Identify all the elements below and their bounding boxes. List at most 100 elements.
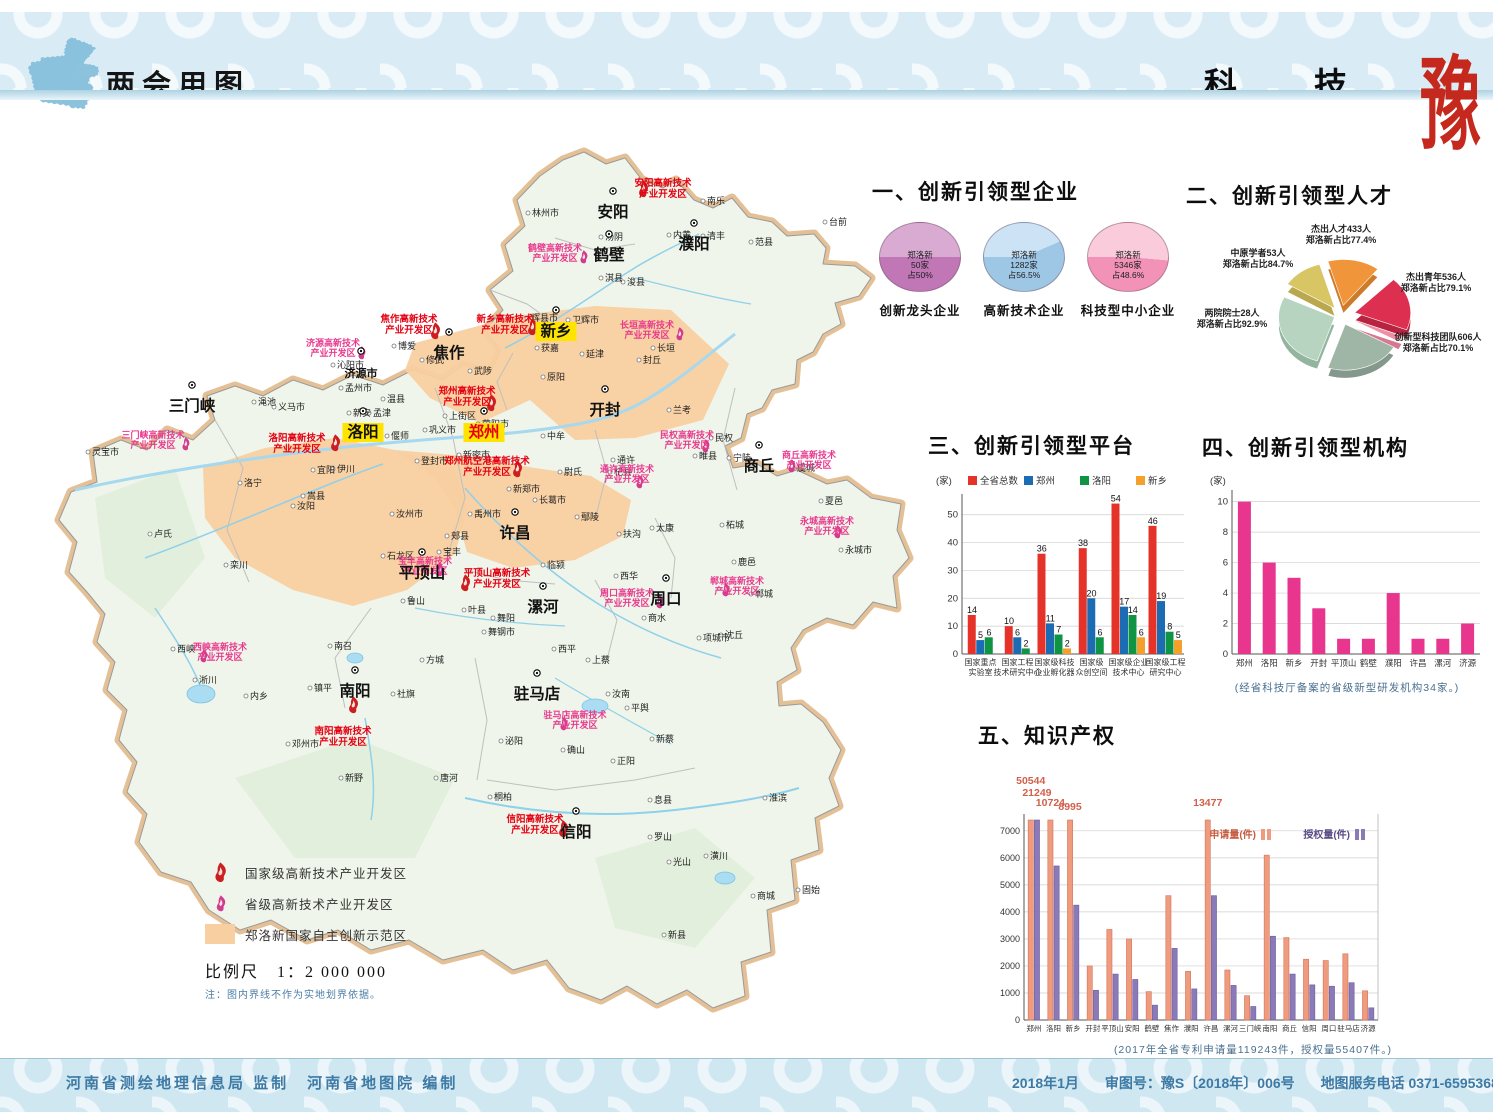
svg-text:镇平: 镇平 — [314, 682, 332, 693]
svg-text:商城: 商城 — [757, 890, 775, 901]
svg-text:西华: 西华 — [620, 570, 638, 581]
svg-text:济源: 济源 — [1361, 1023, 1377, 1033]
svg-text:鹤壁: 鹤壁 — [1360, 658, 1378, 668]
svg-text:汝州市: 汝州市 — [396, 508, 423, 519]
svg-text:舞阳: 舞阳 — [497, 613, 515, 623]
svg-text:产业开发区: 产业开发区 — [473, 578, 521, 590]
enterprise-pies: 郑洛新 50家 占50% 创新龙头企业 郑洛新 1282家 占56.5% 高新技术企业 郑洛新 5… — [872, 222, 1178, 319]
map-note: 注：图内界线不作为实地划界依据。 — [205, 990, 381, 1001]
svg-text:国家级科技: 国家级科技 — [1035, 657, 1075, 667]
footer-approval: 审图号：豫S〔2018年〕006号 — [1104, 1075, 1295, 1091]
svg-text:(家): (家) — [936, 475, 952, 487]
svg-text:泌阳: 泌阳 — [505, 735, 523, 746]
svg-text:原阳: 原阳 — [547, 372, 565, 382]
henan-silhouette-icon — [28, 37, 100, 110]
map-scale: 比例尺 1：2 000 000 — [205, 964, 388, 981]
svg-text:南召: 南召 — [334, 640, 352, 651]
svg-text:技术中心: 技术中心 — [1113, 667, 1145, 677]
provincial-zone-flame-icon — [205, 895, 235, 912]
svg-text:平顶山高新技术: 平顶山高新技术 — [464, 567, 531, 579]
svg-text:开封: 开封 — [1085, 1023, 1100, 1033]
svg-text:唐河: 唐河 — [440, 772, 458, 783]
svg-text:驻马店高新技术: 驻马店高新技术 — [543, 709, 606, 720]
svg-text:平顶山: 平顶山 — [1331, 658, 1357, 668]
svg-text:获嘉: 获嘉 — [541, 342, 559, 353]
svg-text:南阳: 南阳 — [1262, 1023, 1277, 1033]
svg-text:0: 0 — [953, 649, 958, 660]
svg-text:郑洛新占比92.9%: 郑洛新占比92.9% — [1197, 318, 1268, 329]
svg-text:宝丰: 宝丰 — [443, 546, 461, 557]
svg-text:新密市: 新密市 — [463, 449, 490, 460]
henan-map: 林州市 汤阴 内黄 清丰 南乐 范县 台前 浚县 淇县 卫辉市 辉县市 获嘉 原阳 延津 封丘 长垣 兰考 民权宁… — [35, 138, 920, 1040]
svg-text:0: 0 — [1223, 649, 1228, 660]
national-zone-flame-icon — [205, 862, 235, 883]
svg-text:清丰: 清丰 — [707, 230, 725, 241]
svg-text:全省总数: 全省总数 — [980, 475, 1019, 487]
svg-text:20: 20 — [947, 593, 958, 604]
svg-text:武陟: 武陟 — [474, 365, 492, 376]
svg-text:技术研究中心: 技术研究中心 — [994, 667, 1042, 677]
demo-zone-swatch — [205, 924, 235, 944]
svg-text:商丘: 商丘 — [743, 456, 775, 475]
enterprise-pie: 郑洛新 1282家 占56.5% 高新技术企业 — [976, 222, 1072, 319]
svg-text:焦作高新技术: 焦作高新技术 — [379, 313, 438, 325]
svg-text:项城市: 项城市 — [703, 632, 730, 643]
svg-text:新蔡: 新蔡 — [656, 733, 674, 744]
svg-text:固始: 固始 — [802, 884, 820, 895]
svg-text:淅川: 淅川 — [199, 674, 217, 685]
legend-national-zone: 国家级高新技术产业开发区 — [205, 862, 485, 883]
svg-text:舞钢市: 舞钢市 — [488, 626, 515, 637]
svg-text:郑洛新占比84.7%: 郑洛新占比84.7% — [1223, 258, 1294, 269]
svg-text:鹿邑: 鹿邑 — [738, 556, 756, 567]
svg-text:长垣: 长垣 — [657, 342, 675, 353]
svg-text:登封市: 登封市 — [421, 455, 448, 466]
svg-text:渑池: 渑池 — [258, 396, 276, 407]
yu-seal-stamp: 豫 — [1420, 45, 1481, 165]
svg-text:济源市: 济源市 — [345, 366, 378, 380]
svg-text:林州市: 林州市 — [532, 207, 559, 218]
svg-text:叶县: 叶县 — [468, 605, 486, 615]
svg-text:洛阳: 洛阳 — [347, 422, 378, 441]
map-legend: 国家级高新技术产业开发区 省级高新技术产业开发区 郑洛新国家自主创新示范区 比例… — [205, 862, 485, 1001]
legend-provincial-zone: 省级高新技术产业开发区 — [205, 894, 485, 913]
svg-text:汤阴: 汤阴 — [605, 232, 623, 242]
svg-text:洛宁: 洛宁 — [244, 477, 262, 488]
svg-text:长葛市: 长葛市 — [539, 494, 566, 505]
svg-text:产业开发区: 产业开发区 — [481, 324, 529, 336]
svg-text:济源: 济源 — [1459, 658, 1477, 668]
footer-banner: 河南省测绘地理信息局 监制 河南省地图院 编制 2018年1月 审图号：豫S〔2… — [0, 1058, 1493, 1112]
svg-text:石龙区: 石龙区 — [387, 550, 414, 561]
svg-text:济源高新技术: 济源高新技术 — [306, 337, 360, 348]
svg-text:0: 0 — [1015, 1015, 1020, 1025]
svg-text:国家级工程: 国家级工程 — [1146, 657, 1186, 667]
svg-text:平舆: 平舆 — [631, 702, 649, 713]
svg-text:郑州: 郑州 — [1036, 475, 1055, 487]
svg-text:确山: 确山 — [567, 744, 585, 755]
svg-text:36: 36 — [1037, 544, 1047, 554]
svg-text:产业开发区: 产业开发区 — [624, 329, 669, 340]
svg-text:产业开发区: 产业开发区 — [804, 525, 849, 536]
svg-text:安阳: 安阳 — [597, 202, 628, 221]
svg-text:正阳: 正阳 — [617, 756, 635, 766]
svg-text:2: 2 — [1223, 619, 1228, 630]
svg-text:郸城高新技术: 郸城高新技术 — [710, 575, 764, 586]
ip-note: (2017年全省专利申请量119243件，授权量55407件。) — [1113, 1044, 1392, 1056]
svg-text:西峡: 西峡 — [177, 643, 195, 654]
svg-text:长垣高新技术: 长垣高新技术 — [620, 319, 674, 330]
svg-text:10724: 10724 — [1036, 797, 1065, 809]
svg-text:太康: 太康 — [656, 522, 674, 533]
svg-text:焦作: 焦作 — [1164, 1023, 1180, 1033]
svg-text:国家级企业: 国家级企业 — [1109, 657, 1149, 667]
svg-text:两院院士28人: 两院院士28人 — [1204, 307, 1260, 318]
svg-text:产业开发区: 产业开发区 — [532, 252, 577, 263]
panel-institutions: 四、创新引领型机构 (家) 0 2 4 6 8 10 郑州 洛阳 新乡 开封 平顶山 鹤壁 濮阳 许昌 漯河济… — [1202, 432, 1492, 695]
svg-text:产业开发区: 产业开发区 — [319, 736, 367, 748]
svg-text:上街区: 上街区 — [449, 410, 476, 421]
svg-text:周口: 周口 — [650, 590, 681, 608]
svg-text:6: 6 — [986, 627, 991, 637]
legend-provincial-label: 省级高新技术产业开发区 — [245, 898, 394, 912]
svg-text:新县: 新县 — [668, 929, 686, 940]
footer-credits: 河南省测绘地理信息局 监制 河南省地图院 编制 — [66, 1075, 459, 1092]
talent-title: 二、创新引领型人才 — [1186, 185, 1393, 208]
